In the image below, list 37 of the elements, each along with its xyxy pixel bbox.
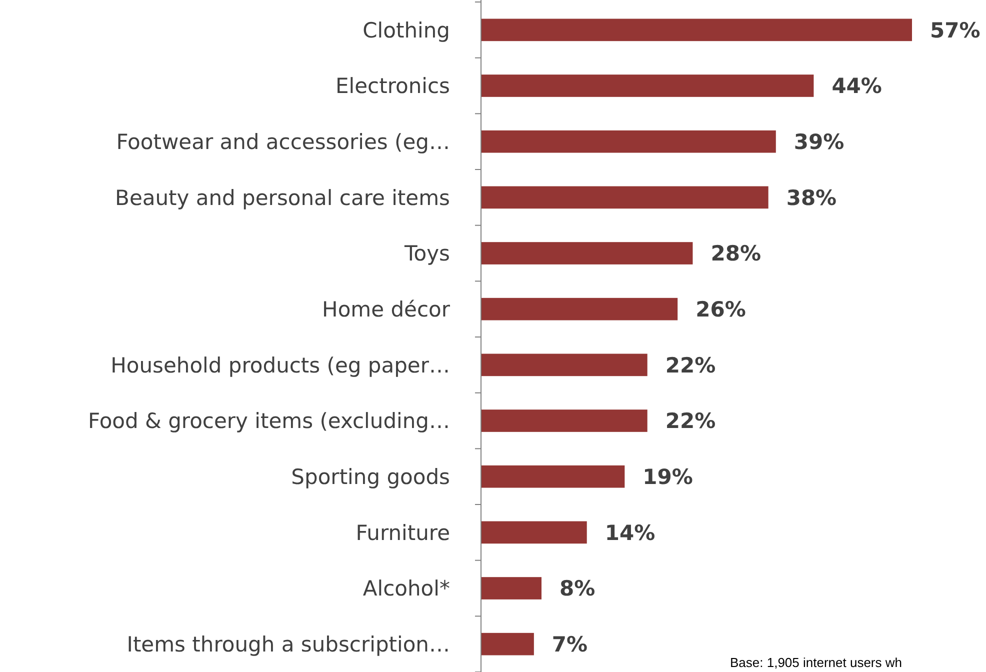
data-label: 44% bbox=[832, 74, 882, 98]
y-tick-label: Home décor bbox=[322, 297, 450, 322]
data-label: 14% bbox=[604, 520, 656, 545]
bar bbox=[481, 298, 678, 320]
data-label: 39% bbox=[794, 130, 844, 154]
data-label: 22% bbox=[665, 353, 716, 378]
bar bbox=[481, 632, 534, 656]
y-tick-label: Items through a subscription… bbox=[126, 632, 450, 656]
bar bbox=[481, 410, 648, 432]
bar bbox=[481, 242, 693, 264]
y-tick-label: Toys bbox=[404, 242, 450, 266]
y-tick-label: Alcohol* bbox=[362, 576, 450, 601]
y-tick-label: Sporting goods bbox=[291, 464, 450, 489]
data-label: 22% bbox=[665, 409, 716, 434]
bar bbox=[481, 130, 776, 153]
annotation: Base: 1,905 internet users wh bbox=[730, 655, 902, 670]
y-tick-label: Beauty and personal care items bbox=[115, 186, 450, 210]
y-tick-label: Footwear and accessories (eg… bbox=[116, 130, 450, 154]
data-label: 19% bbox=[642, 464, 693, 489]
data-label: 8% bbox=[559, 576, 596, 601]
bar bbox=[481, 74, 814, 97]
y-tick-label: Electronics bbox=[336, 74, 450, 98]
bar bbox=[481, 186, 768, 209]
data-label: 7% bbox=[552, 632, 588, 656]
data-label: 38% bbox=[786, 186, 837, 210]
y-tick-label: Clothing bbox=[362, 18, 450, 42]
bar bbox=[481, 354, 648, 376]
data-label: 26% bbox=[696, 297, 746, 322]
y-tick-label: Furniture bbox=[356, 520, 450, 545]
data-label: 57% bbox=[930, 18, 980, 42]
bar bbox=[481, 521, 587, 544]
y-tick-label: Household products (eg paper… bbox=[110, 353, 450, 378]
bar bbox=[481, 18, 912, 42]
bar bbox=[481, 465, 625, 488]
bar bbox=[481, 577, 542, 600]
y-tick-label: Food & grocery items (excluding… bbox=[88, 409, 450, 434]
data-label: 28% bbox=[710, 242, 761, 266]
